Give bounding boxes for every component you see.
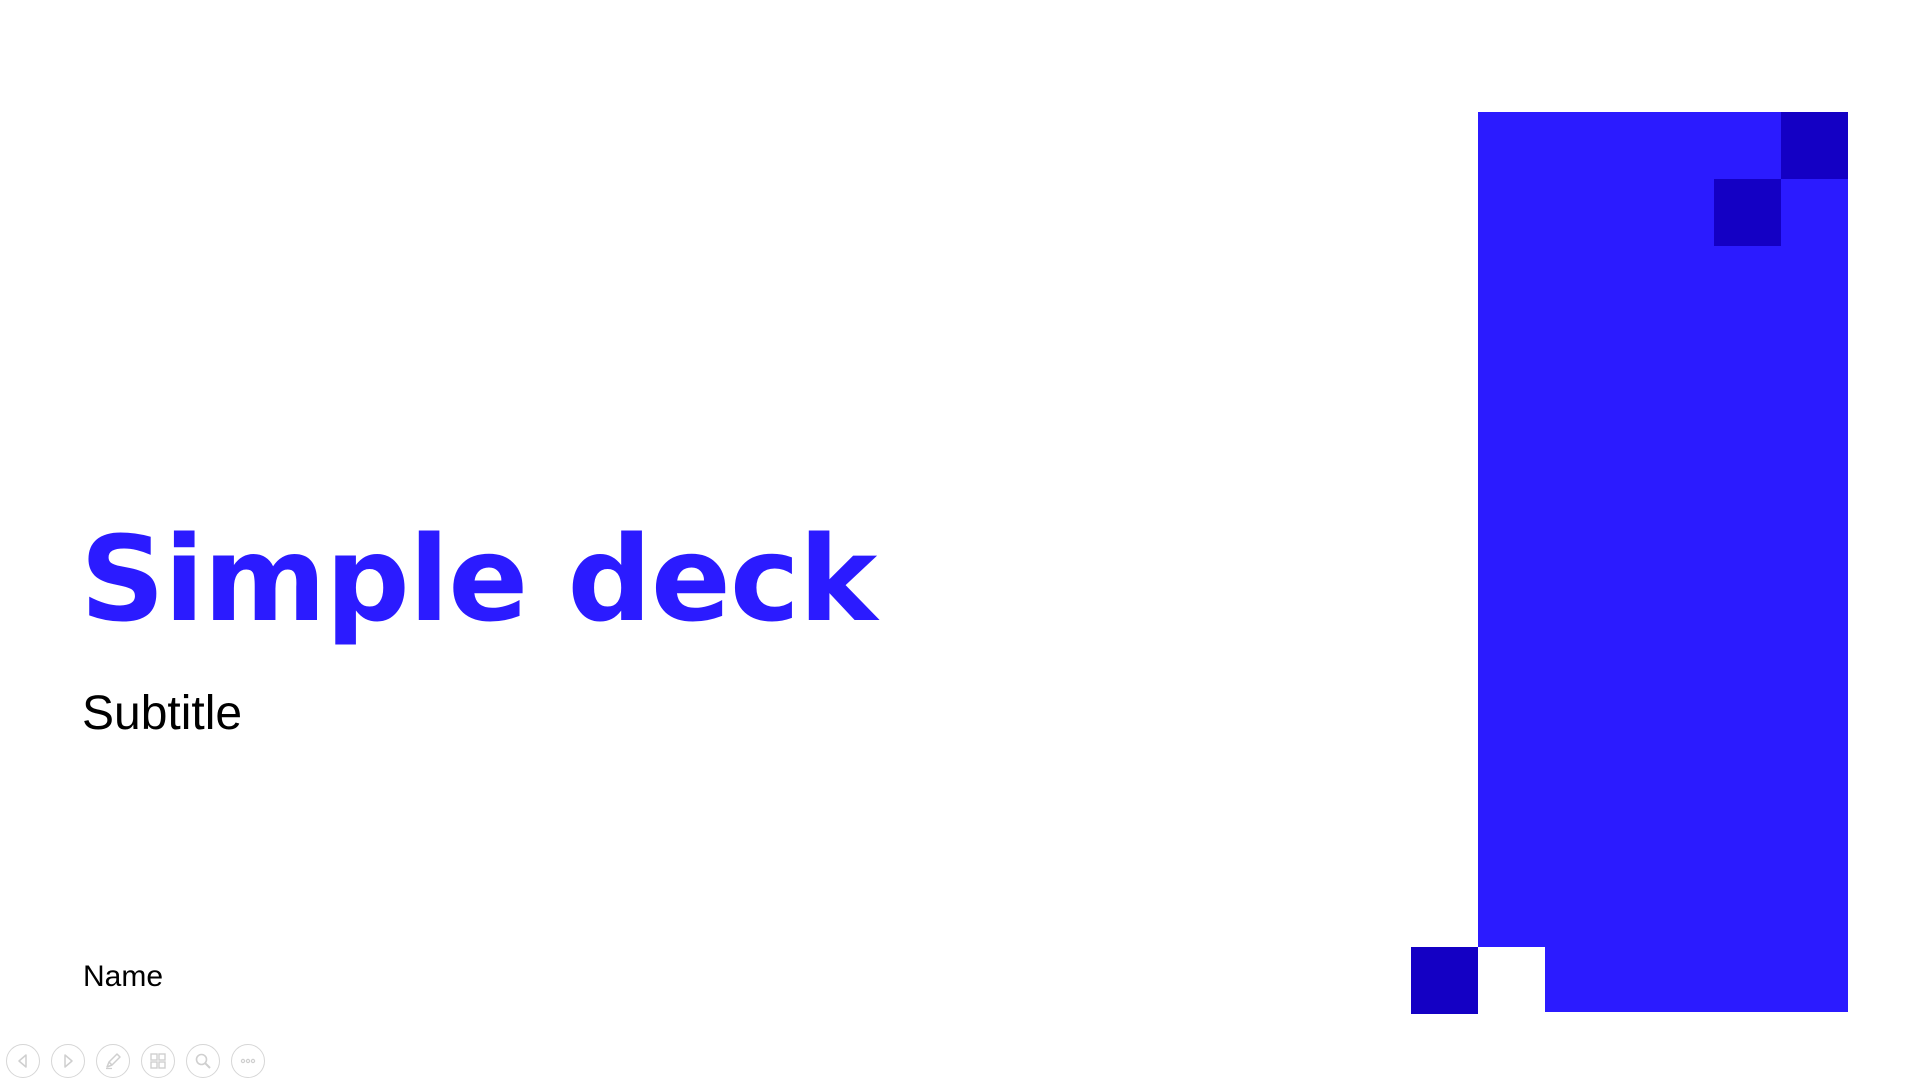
previous-slide-icon — [18, 1054, 27, 1068]
slides-grid-button[interactable] — [141, 1044, 175, 1078]
slide-title: Simple deck — [80, 510, 877, 648]
decorative-dark-square — [1781, 112, 1848, 179]
pen-button[interactable] — [96, 1044, 130, 1078]
pen-icon — [106, 1053, 121, 1070]
presentation-toolbar — [6, 1044, 265, 1080]
slides-grid-icon — [150, 1053, 166, 1069]
decorative-dark-square — [1714, 179, 1781, 246]
decorative-notch — [1478, 947, 1545, 1014]
slide-subtitle: Subtitle — [82, 687, 243, 740]
next-slide-icon — [64, 1054, 73, 1068]
more-options-button[interactable] — [231, 1044, 265, 1078]
next-slide-button[interactable] — [51, 1044, 85, 1078]
zoom-icon — [195, 1053, 211, 1069]
presenter-name: Name — [83, 960, 164, 993]
previous-slide-button[interactable] — [6, 1044, 40, 1078]
decorative-blue-block — [1478, 112, 1848, 1012]
decorative-dark-square — [1411, 947, 1478, 1014]
zoom-button[interactable] — [186, 1044, 220, 1078]
more-options-icon — [240, 1058, 256, 1064]
